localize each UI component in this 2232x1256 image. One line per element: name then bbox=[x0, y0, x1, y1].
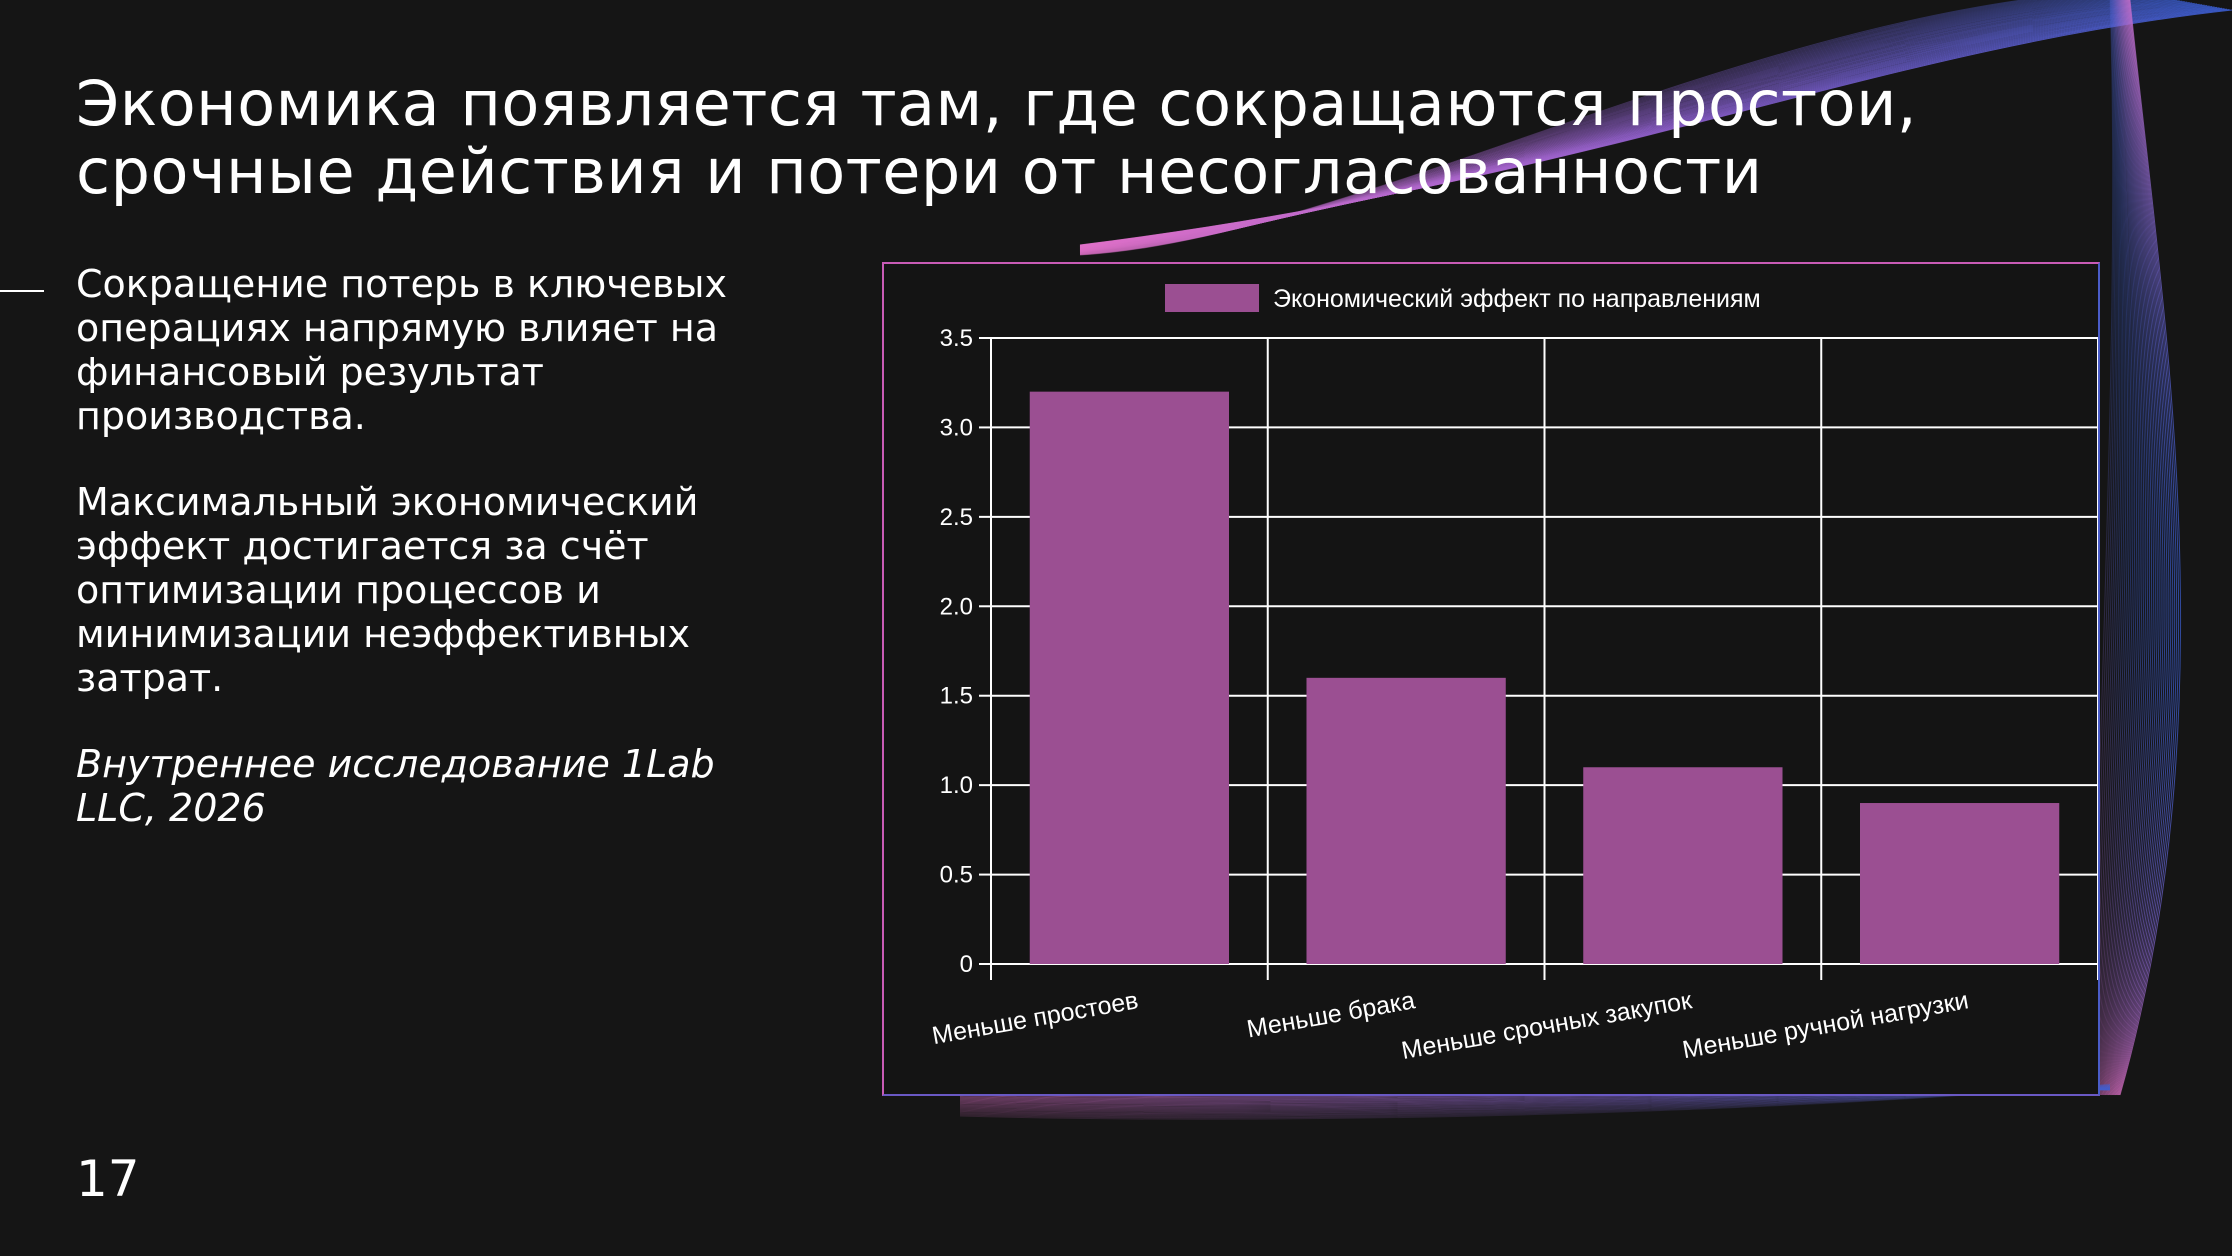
y-tick-label: 1.0 bbox=[940, 772, 973, 799]
y-tick-label: 2.0 bbox=[940, 593, 973, 620]
page-number: 17 bbox=[76, 1150, 140, 1208]
y-tick-label: 1.5 bbox=[940, 683, 973, 710]
chart-frame: 0 0.5 1.0 1.5 2.0 2.5 3.0 3.5 Меньше простоев Мен… bbox=[882, 262, 2100, 1096]
bar-2 bbox=[1306, 677, 1506, 964]
text-column: Сокращение потерь в ключевых операциях н… bbox=[76, 262, 796, 872]
y-tick-label: 0 bbox=[960, 951, 973, 978]
y-tick-label: 3.5 bbox=[940, 325, 973, 352]
legend-label: Экономический эффект по направлениям bbox=[1273, 285, 1761, 313]
source-note: Внутреннее исследование 1Lab LLC, 2026 bbox=[76, 742, 715, 830]
slide-title-line-1: Экономика появляется там, где сокращаютс… bbox=[76, 67, 1918, 140]
y-tick-label: 3.0 bbox=[940, 414, 973, 441]
paragraph-2: Максимальный экономический эффект достиг… bbox=[76, 480, 699, 700]
wave-lines-top bbox=[1079, 0, 2232, 256]
y-tick-label: 2.5 bbox=[940, 504, 973, 531]
y-tick-label: 0.5 bbox=[940, 862, 973, 889]
chart-legend: Экономический эффект по направлениям bbox=[1165, 284, 1761, 313]
bar-3 bbox=[1583, 767, 1783, 964]
wave-lines-right bbox=[2089, 0, 2182, 1096]
accent-line bbox=[0, 290, 44, 292]
paragraph-1: Сокращение потерь в ключевых операциях н… bbox=[76, 262, 727, 438]
slide-title: Экономика появляется там, где сокращаютс… bbox=[76, 70, 1976, 206]
bar-1 bbox=[1029, 391, 1230, 965]
slide-title-line-2: срочные действия и потери от несогласова… bbox=[76, 135, 1763, 208]
legend-swatch bbox=[1165, 284, 1259, 312]
bar-4 bbox=[1859, 803, 2060, 964]
